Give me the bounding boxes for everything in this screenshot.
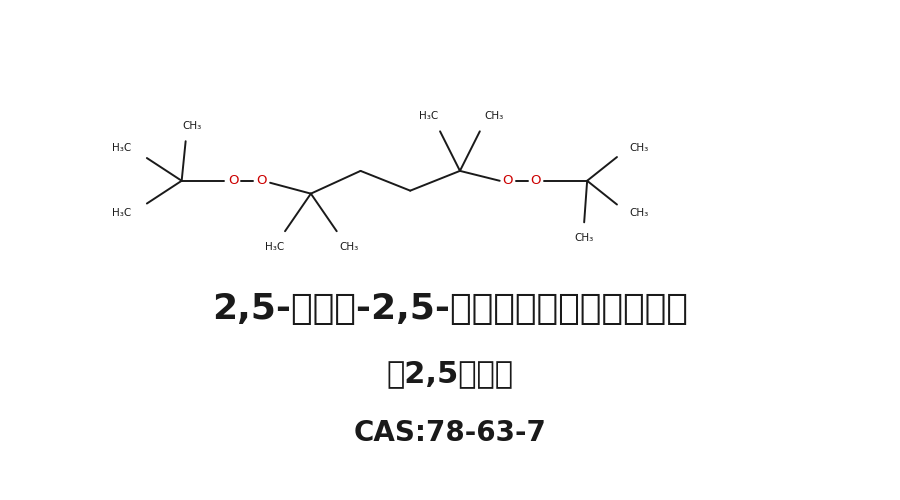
Text: H₃C: H₃C [418, 110, 437, 120]
Text: CH₃: CH₃ [629, 143, 649, 153]
Text: CH₃: CH₃ [484, 110, 503, 120]
Text: CH₃: CH₃ [182, 122, 202, 132]
Text: O: O [228, 174, 238, 188]
Text: H₃C: H₃C [112, 143, 131, 153]
Text: CH₃: CH₃ [339, 242, 358, 252]
Text: O: O [502, 174, 513, 188]
Text: 2,5-二甲基-2,5-双（叔丁基过氧基）己烷: 2,5-二甲基-2,5-双（叔丁基过氧基）己烷 [212, 292, 688, 326]
Text: H₃C: H₃C [112, 208, 131, 218]
Text: H₃C: H₃C [266, 242, 284, 252]
Text: O: O [256, 174, 266, 188]
Text: 双2,5硫化剂: 双2,5硫化剂 [386, 359, 514, 388]
Text: CAS:78-63-7: CAS:78-63-7 [354, 419, 546, 447]
Text: CH₃: CH₃ [629, 208, 649, 218]
Text: CH₃: CH₃ [574, 233, 594, 243]
Text: O: O [530, 174, 541, 188]
